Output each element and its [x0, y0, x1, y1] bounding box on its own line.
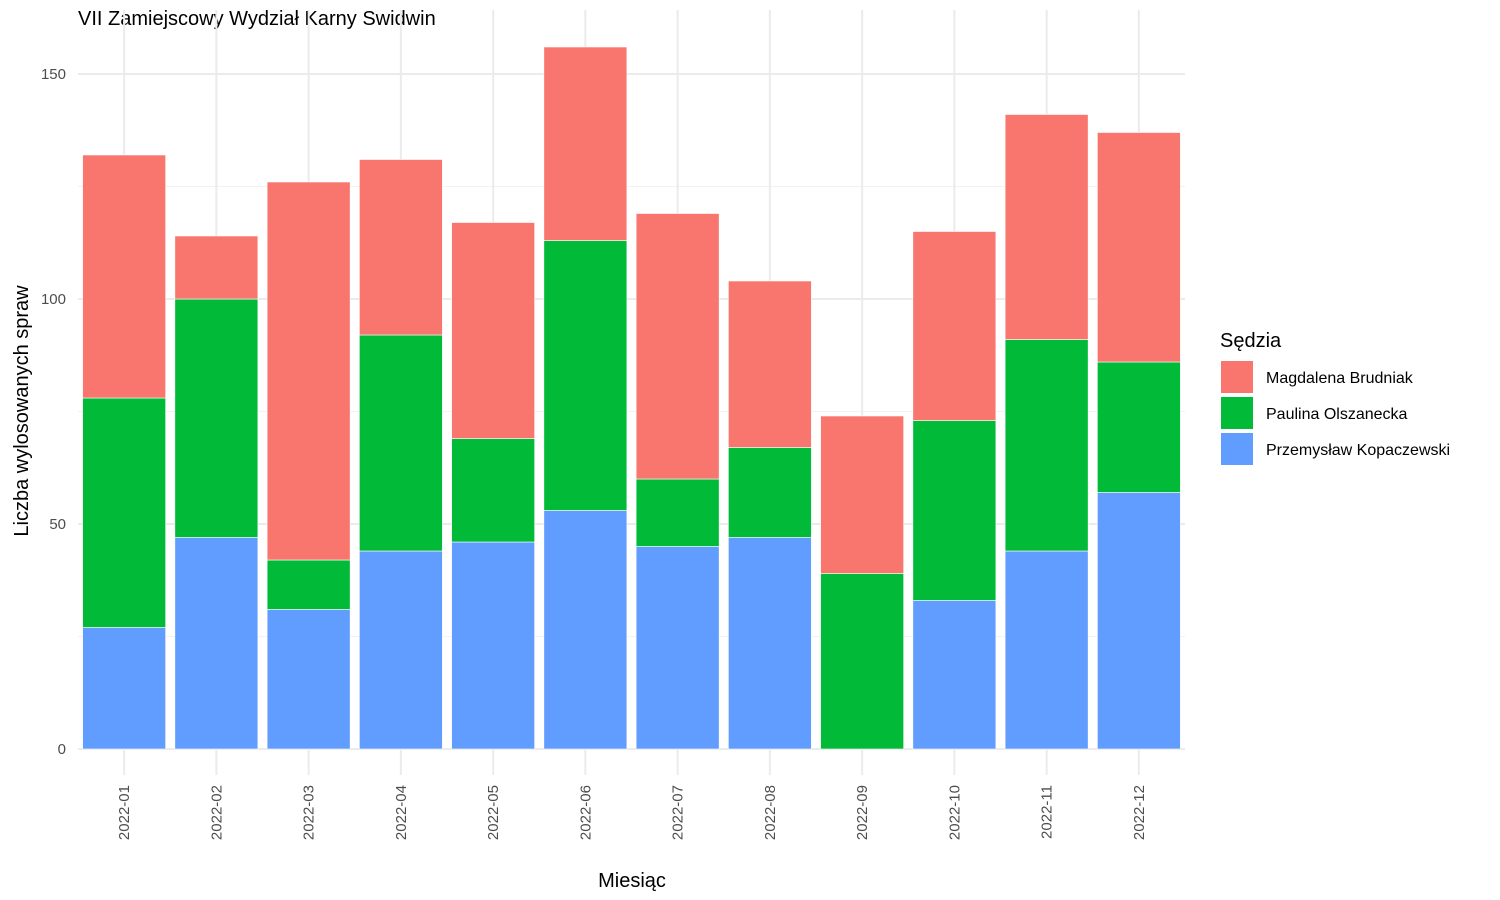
bar-segment — [912, 231, 997, 421]
y-tick-label: 100 — [41, 291, 66, 308]
x-tick-label: 2022-03 — [301, 785, 318, 840]
x-axis-ticks: 2022-01 2022-02 2022-03 2022-04 2022-05 2022-… — [116, 785, 1148, 840]
bar-segment — [543, 510, 628, 750]
bar-segment — [451, 438, 535, 543]
bar-segment — [635, 213, 720, 480]
legend-label: Paulina Olszanecka — [1266, 406, 1408, 423]
y-tick-label: 150 — [41, 66, 66, 83]
bar-segment — [174, 298, 259, 538]
bar-segment — [82, 154, 166, 399]
bar-segment — [635, 478, 720, 547]
bar-segment — [451, 541, 535, 750]
bar-segment — [728, 537, 812, 750]
x-tick-label: 2022-11 — [1039, 785, 1056, 839]
bar-segment — [174, 235, 259, 300]
y-tick-label: 50 — [49, 516, 66, 533]
y-axis-title: Liczba wylosowanych spraw — [11, 285, 33, 537]
bar-segment — [1004, 339, 1089, 552]
bar-segment — [266, 609, 351, 750]
bar-segment — [1097, 492, 1181, 750]
legend: Sędzia Magdalena Brudniak Paulina Olszane… — [1220, 330, 1450, 465]
bar-segment — [174, 537, 259, 750]
x-tick-label: 2022-06 — [577, 785, 594, 840]
legend-label: Przemysław Kopaczewski — [1266, 442, 1450, 459]
bar-segment — [1004, 114, 1089, 340]
x-tick-label: 2022-10 — [946, 785, 963, 840]
x-axis-title: Miesiąc — [598, 870, 666, 892]
x-tick-label: 2022-04 — [393, 785, 410, 840]
legend-swatch — [1221, 397, 1253, 429]
x-tick-label: 2022-05 — [485, 785, 502, 840]
chart-title: VII Zamiejscowy Wydział Karny Swidwin — [78, 8, 436, 30]
bar-segment — [543, 240, 628, 511]
bar-segment — [1004, 550, 1089, 750]
legend-swatch — [1221, 433, 1253, 465]
bar-segment — [359, 550, 443, 750]
bar-segment — [912, 600, 997, 750]
legend-swatch — [1221, 361, 1253, 393]
bar-segment — [912, 420, 997, 601]
bar-segment — [1097, 361, 1181, 493]
bar-segment — [451, 222, 535, 439]
bar-segment — [359, 159, 443, 336]
bar-segment — [820, 415, 904, 574]
bar-segment — [1097, 132, 1181, 363]
legend-label: Magdalena Brudniak — [1266, 370, 1414, 387]
bar-segment — [635, 546, 720, 750]
y-tick-label: 0 — [58, 741, 66, 758]
bar-segment — [820, 573, 904, 750]
x-tick-label: 2022-12 — [1131, 785, 1148, 840]
x-tick-label: 2022-01 — [116, 785, 133, 840]
bar-segment — [359, 334, 443, 552]
bar-segment — [728, 447, 812, 538]
bar-segment — [266, 181, 351, 561]
x-tick-label: 2022-09 — [854, 785, 871, 840]
bar-segment — [728, 280, 812, 448]
bar-segment — [82, 627, 166, 750]
legend-title: Sędzia — [1220, 330, 1282, 352]
bar-segment — [82, 397, 166, 628]
y-axis-ticks: 0 50 100 150 — [41, 66, 66, 758]
bar-segment — [543, 46, 628, 241]
bar-segment — [266, 559, 351, 610]
x-tick-label: 2022-07 — [670, 785, 687, 840]
bars-layer — [82, 46, 1181, 750]
x-tick-label: 2022-02 — [208, 785, 225, 840]
x-tick-label: 2022-08 — [762, 785, 779, 840]
